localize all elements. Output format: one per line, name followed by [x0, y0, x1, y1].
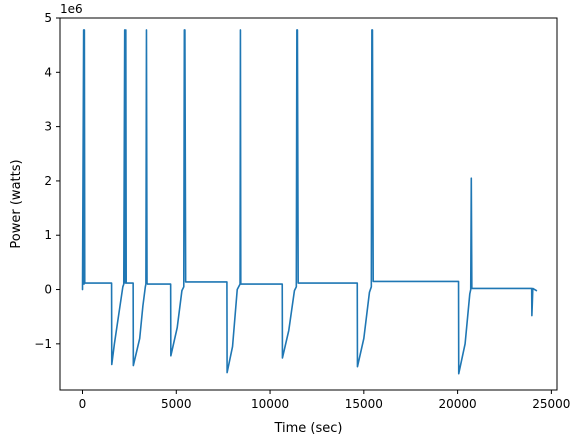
x-axis-label: Time (sec): [273, 421, 342, 436]
y-tick-label: 3: [44, 120, 52, 134]
x-tick-label: 5000: [161, 397, 192, 411]
x-tick-label: 20000: [439, 397, 477, 411]
y-tick-label: 0: [44, 283, 52, 297]
y-tick-label: 2: [44, 174, 52, 188]
x-tick-label: 0: [79, 397, 87, 411]
y-tick-label: 4: [44, 65, 52, 79]
y-tick-label: −1: [34, 337, 52, 351]
y-tick-label: 1: [44, 228, 52, 242]
x-tick-label: 15000: [345, 397, 383, 411]
y-axis-label: Power (watts): [9, 159, 24, 248]
plot-area-frame: [59, 17, 558, 391]
x-axis-ticks: 0 5000 10000 15000 20000 25000: [79, 390, 570, 411]
power-series-line: [81, 29, 538, 375]
x-tick-label: 10000: [251, 397, 289, 411]
y-axis-ticks: −1 0 1 2 3 4 5: [34, 11, 60, 351]
y-tick-label: 5: [44, 11, 52, 25]
y-offset-label: 1e6: [60, 2, 83, 16]
x-tick-label: 25000: [532, 397, 570, 411]
